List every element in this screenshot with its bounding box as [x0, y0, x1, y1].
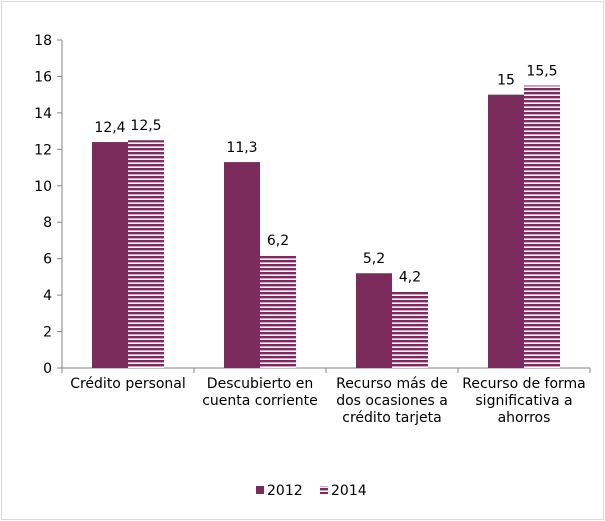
x-tick-label: Descubierto en cuenta corriente: [202, 376, 318, 409]
data-label: 11,3: [226, 140, 257, 156]
data-label: 12,4: [94, 120, 125, 136]
y-tick-label: 2: [43, 325, 52, 341]
x-tick-label: Recurso más de dos ocasiones a crédito t…: [336, 376, 448, 426]
y-tick-label: 0: [43, 361, 52, 377]
data-label: 5,2: [363, 251, 385, 267]
data-label: 6,2: [267, 233, 289, 249]
y-tick-label: 8: [43, 215, 52, 231]
bar: [488, 94, 524, 369]
x-tick-label: Crédito personal: [70, 376, 186, 392]
y-tick-label: 14: [34, 106, 52, 122]
y-tick-label: 16: [34, 69, 52, 85]
data-label: 15: [497, 73, 515, 89]
bar: [92, 142, 128, 368]
data-label: 4,2: [399, 269, 421, 285]
y-tick-label: 4: [43, 288, 52, 304]
y-tick-label: 6: [43, 252, 52, 268]
bar: [392, 291, 428, 368]
y-tick-label: 18: [34, 33, 52, 49]
bar: [128, 140, 164, 368]
bar: [356, 273, 392, 368]
legend-swatch: [256, 486, 264, 494]
y-tick-label: 12: [34, 142, 52, 158]
legend-label: 2012: [267, 483, 303, 499]
bar: [260, 255, 296, 368]
data-label: 15,5: [526, 64, 557, 80]
y-tick-label: 10: [34, 179, 52, 195]
bar: [524, 85, 560, 369]
bar: [224, 162, 260, 368]
legend-label: 2014: [331, 483, 367, 499]
x-tick-label: Recurso de forma significativa a ahorros: [462, 376, 586, 426]
legend-swatch: [320, 486, 328, 494]
data-label: 12,5: [130, 118, 161, 134]
